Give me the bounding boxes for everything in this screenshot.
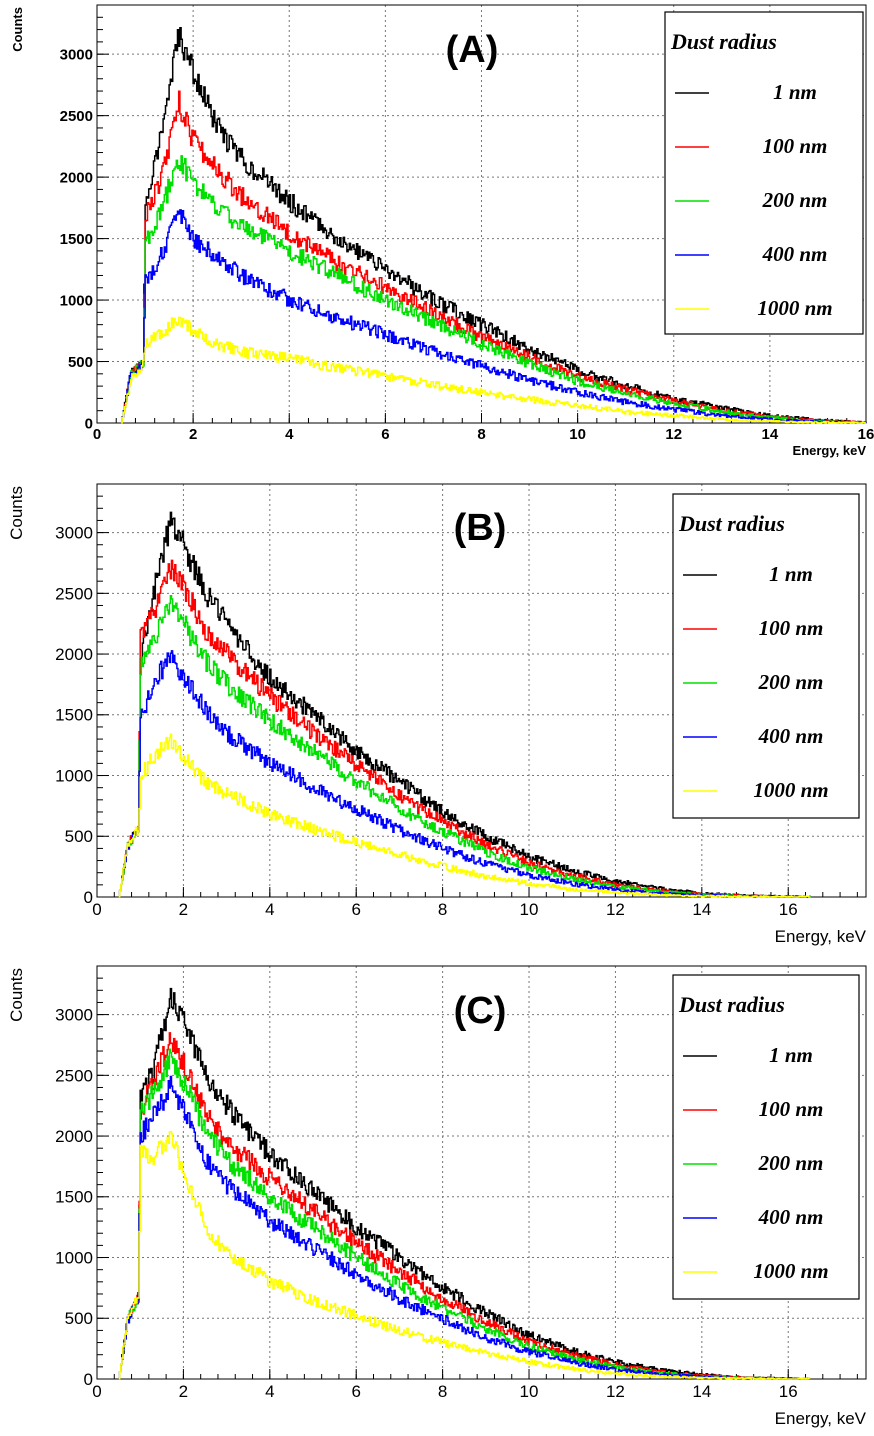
series-line-200-nm xyxy=(118,594,811,898)
x-axis-title: Energy, keV xyxy=(775,1409,867,1428)
series-line-400-nm xyxy=(118,650,810,898)
x-axis-title: Energy, keV xyxy=(793,443,867,458)
y-tick-label: 3000 xyxy=(60,46,93,63)
legend-entry: 1000 nm xyxy=(753,1259,828,1283)
x-tick-label: 2 xyxy=(179,900,188,919)
x-tick-label: 0 xyxy=(92,900,101,919)
x-tick-label: 8 xyxy=(438,900,447,919)
x-tick-label: 14 xyxy=(762,426,779,443)
legend-entry: 1 nm xyxy=(769,562,813,586)
y-tick-label: 2500 xyxy=(55,1066,93,1085)
y-tick-label: 2000 xyxy=(55,1127,93,1146)
y-tick-label: 2500 xyxy=(55,584,93,603)
legend-entry: 100 nm xyxy=(759,1097,824,1121)
x-tick-label: 16 xyxy=(858,426,874,443)
y-tick-label: 1500 xyxy=(55,1188,93,1207)
x-tick-label: 16 xyxy=(779,900,798,919)
legend-entry: 400 nm xyxy=(762,242,828,266)
x-tick-label: 4 xyxy=(285,426,294,443)
series-line-1000-nm xyxy=(118,733,811,898)
legend-entry: 100 nm xyxy=(763,134,828,158)
legend-title: Dust radius xyxy=(670,29,777,54)
y-tick-label: 0 xyxy=(85,415,93,432)
legend-entry: 1 nm xyxy=(773,80,817,104)
y-tick-label: 500 xyxy=(68,354,93,371)
y-tick-label: 0 xyxy=(84,888,93,907)
x-tick-label: 12 xyxy=(606,1382,625,1401)
x-tick-label: 2 xyxy=(179,1382,188,1401)
panel-label: (B) xyxy=(454,507,507,549)
legend-entry: 200 nm xyxy=(758,670,824,694)
x-tick-label: 4 xyxy=(265,900,274,919)
y-tick-label: 2500 xyxy=(60,108,93,125)
y-tick-label: 0 xyxy=(84,1370,93,1389)
x-tick-label: 8 xyxy=(438,1382,447,1401)
x-tick-label: 16 xyxy=(779,1382,798,1401)
y-axis-title: Counts xyxy=(7,486,26,540)
y-tick-label: 1000 xyxy=(60,292,93,309)
x-tick-label: 6 xyxy=(381,426,389,443)
legend-box xyxy=(672,974,860,1300)
y-tick-label: 2000 xyxy=(60,169,93,186)
x-tick-label: 6 xyxy=(351,900,360,919)
series-line-200-nm xyxy=(121,155,867,424)
x-tick-label: 4 xyxy=(265,1382,274,1401)
legend-entry: 400 nm xyxy=(758,724,824,748)
y-tick-label: 3000 xyxy=(55,1006,93,1025)
legend-title: Dust radius xyxy=(678,511,785,536)
series-line-400-nm xyxy=(118,1075,811,1380)
legend-entry: 1000 nm xyxy=(753,778,828,802)
series-line-400-nm xyxy=(121,209,867,424)
x-tick-label: 12 xyxy=(606,900,625,919)
legend-box xyxy=(664,11,864,335)
x-tick-label: 12 xyxy=(665,426,682,443)
panel-label: (A) xyxy=(446,29,499,71)
series-line-1000-nm xyxy=(118,1130,811,1380)
y-axis-title: Counts xyxy=(10,7,25,52)
y-tick-label: 500 xyxy=(65,827,93,846)
legend-entry: 200 nm xyxy=(762,188,828,212)
x-axis-title: Energy, keV xyxy=(775,927,867,946)
y-axis-title: Counts xyxy=(7,968,26,1022)
x-tick-label: 6 xyxy=(351,1382,360,1401)
chart-panel-1: 0 2 4 6 8 10 12 14 16 0 500 1000 1500 2000 2500 3000 Ene… xyxy=(7,483,867,946)
x-tick-label: 2 xyxy=(189,426,197,443)
y-tick-label: 3000 xyxy=(55,524,93,543)
series-line-1-nm xyxy=(121,26,867,424)
x-tick-label: 10 xyxy=(520,900,539,919)
x-tick-label: 0 xyxy=(92,1382,101,1401)
x-tick-label: 10 xyxy=(520,1382,539,1401)
x-tick-label: 14 xyxy=(692,1382,711,1401)
chart-panel-0: 0 2 4 6 8 10 12 14 16 0 500 1000 1500 2000 2500 3000 Ene… xyxy=(10,4,874,458)
chart-panel-2: 0 2 4 6 8 10 12 14 16 0 500 1000 1500 2000 2500 3000 Ene… xyxy=(7,965,867,1428)
x-tick-label: 10 xyxy=(569,426,586,443)
legend-box xyxy=(672,493,860,819)
legend-entry: 400 nm xyxy=(758,1205,824,1229)
x-tick-label: 8 xyxy=(477,426,485,443)
legend: Dust radius 1 nm 100 nm 200 nm 400 nm 1000 nm xyxy=(672,974,860,1300)
y-tick-label: 1500 xyxy=(55,706,93,725)
y-tick-label: 1500 xyxy=(60,231,93,248)
legend-entry: 200 nm xyxy=(758,1151,824,1175)
y-tick-label: 2000 xyxy=(55,645,93,664)
y-tick-label: 500 xyxy=(65,1309,93,1328)
x-tick-label: 0 xyxy=(93,426,101,443)
y-tick-label: 1000 xyxy=(55,766,93,785)
x-tick-label: 14 xyxy=(692,900,711,919)
legend-entry: 1 nm xyxy=(769,1043,813,1067)
series-line-1-nm xyxy=(118,987,811,1380)
panel-label: (C) xyxy=(454,990,507,1032)
legend-entry: 100 nm xyxy=(759,616,824,640)
legend: Dust radius 1 nm 100 nm 200 nm 400 nm 1000 nm xyxy=(664,11,864,335)
y-tick-label: 1000 xyxy=(55,1248,93,1267)
legend: Dust radius 1 nm 100 nm 200 nm 400 nm 1000 nm xyxy=(672,493,860,819)
legend-entry: 1000 nm xyxy=(757,296,832,320)
series-line-1000-nm xyxy=(121,316,866,424)
legend-title: Dust radius xyxy=(678,992,785,1017)
